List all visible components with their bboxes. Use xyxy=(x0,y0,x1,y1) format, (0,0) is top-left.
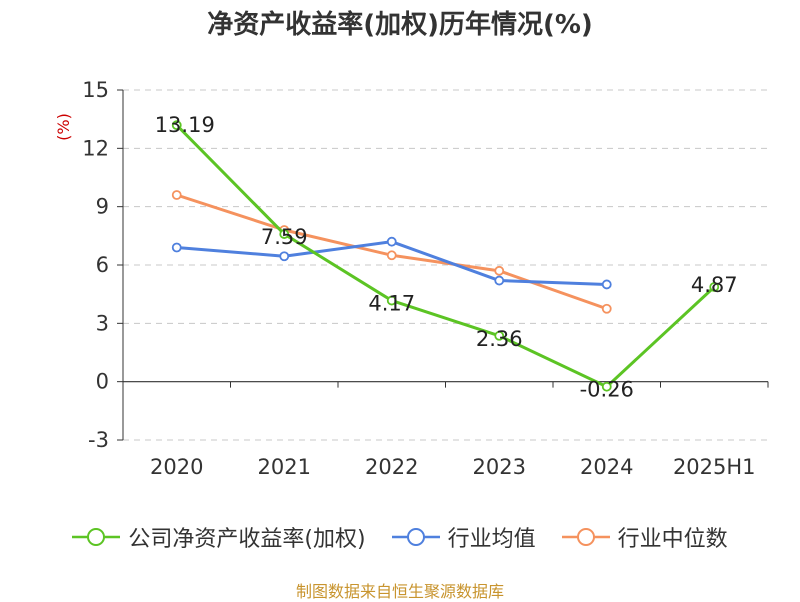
y-tick-label: 6 xyxy=(96,253,109,277)
data-point xyxy=(601,279,612,290)
data-point xyxy=(601,381,612,392)
series-line xyxy=(176,240,607,286)
legend-item: 行业均值 xyxy=(391,521,536,553)
data-point xyxy=(494,330,505,341)
gridlines xyxy=(123,89,768,441)
x-tick-label: 2022 xyxy=(365,455,418,479)
legend-marker xyxy=(391,528,440,546)
line-chart: -3 0 3 6 9 12 15 2020 2021 2022 2023 2024 2025H1 (%)… xyxy=(54,78,769,479)
legend-item: 公司净资产收益率(加权) xyxy=(72,521,366,553)
y-tick-label: 9 xyxy=(96,195,109,219)
y-tick-label: -3 xyxy=(88,428,109,452)
data-point xyxy=(279,229,290,239)
chart-title: 净资产收益率(加权)历年情况(%) xyxy=(207,10,593,40)
x-tick-label: 2021 xyxy=(258,455,311,479)
x-tick-label: 2024 xyxy=(580,455,633,479)
series-lines xyxy=(171,120,720,392)
y-tick-label: 12 xyxy=(82,136,109,160)
source-note: 制图数据来自恒生聚源数据库 xyxy=(295,582,504,601)
y-tick-label: 0 xyxy=(96,370,109,394)
legend: 公司净资产收益率(加权) 行业均值 行业中位数 xyxy=(0,517,800,557)
data-labels: 13.19 7.59 4.17 2.36 -0.26 4.87 xyxy=(155,113,738,402)
data-point xyxy=(171,190,182,200)
data-label: 2.36 xyxy=(476,327,523,351)
y-tick-label: 15 xyxy=(82,78,109,102)
x-tick-label: 2020 xyxy=(150,455,203,479)
data-point xyxy=(386,295,397,306)
legend-item: 行业中位数 xyxy=(561,521,728,553)
y-tick-label: 3 xyxy=(96,311,109,335)
legend-label: 行业均值 xyxy=(447,527,536,552)
y-axis-label: (%) xyxy=(54,113,73,141)
data-label: 7.59 xyxy=(261,225,308,249)
data-point xyxy=(709,282,720,292)
data-point xyxy=(171,242,182,253)
axes: -3 0 3 6 9 12 15 2020 2021 2022 2023 2024 2025H1 xyxy=(82,78,769,479)
x-tick-label: 2023 xyxy=(473,455,526,479)
data-point xyxy=(601,303,612,314)
data-point xyxy=(386,250,397,261)
x-tick-label: 2025H1 xyxy=(673,455,756,479)
legend-label: 公司净资产收益率(加权) xyxy=(128,527,366,552)
legend-marker xyxy=(72,528,121,546)
data-point xyxy=(494,265,505,276)
series-line xyxy=(175,124,716,389)
data-point xyxy=(279,251,290,262)
data-point xyxy=(171,120,182,131)
data-label: 13.19 xyxy=(155,113,215,137)
data-label: 4.87 xyxy=(691,273,738,297)
data-label: -0.26 xyxy=(580,378,634,402)
data-point xyxy=(494,275,505,286)
legend-marker xyxy=(561,528,610,546)
data-point xyxy=(386,236,397,247)
legend-label: 行业中位数 xyxy=(617,527,728,552)
data-label: 4.17 xyxy=(368,292,415,316)
